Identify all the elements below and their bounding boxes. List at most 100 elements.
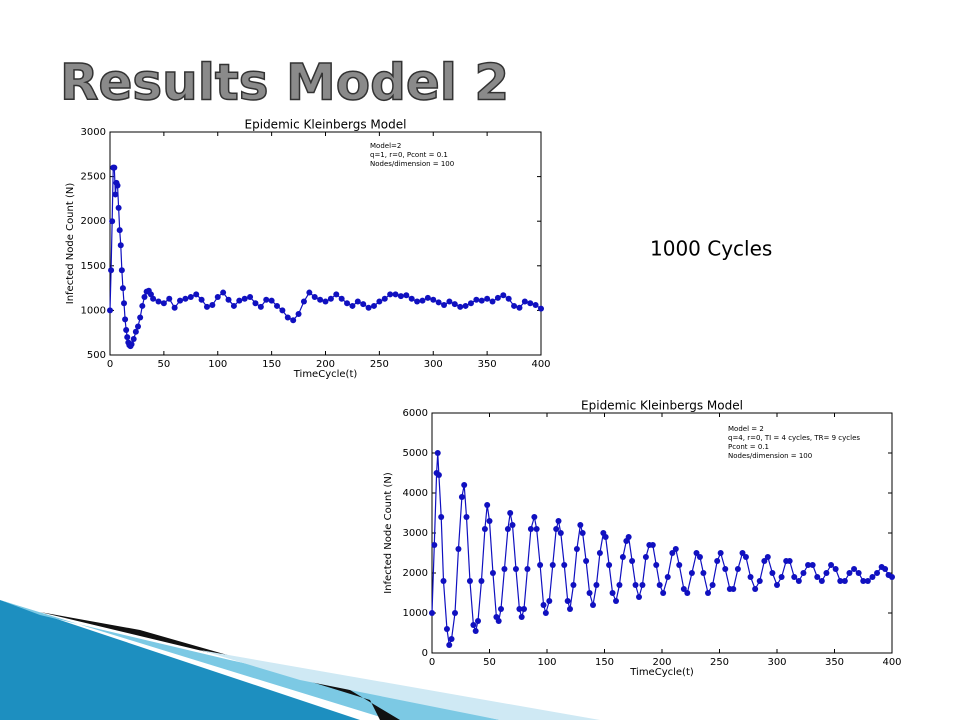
data-point	[463, 514, 470, 520]
data-point	[141, 294, 148, 301]
data-point	[664, 574, 671, 580]
data-point	[814, 574, 821, 580]
data-point	[452, 610, 458, 616]
data-point	[225, 296, 232, 303]
data-point	[512, 566, 519, 572]
data-point	[124, 334, 131, 341]
data-point	[311, 294, 318, 301]
data-point	[537, 562, 544, 568]
data-point	[730, 586, 737, 592]
data-point	[527, 300, 534, 307]
data-point	[435, 299, 442, 306]
data-point	[117, 242, 124, 249]
data-point	[570, 582, 577, 588]
data-point	[473, 296, 480, 303]
annotation: Nodes/dimension = 100	[370, 160, 454, 168]
data-point	[653, 562, 660, 568]
data-point	[532, 302, 539, 309]
chart: 0 50 100 150 200 250 300 350 4000100020003000400…	[378, 398, 904, 678]
data-point	[109, 218, 116, 225]
chart-background	[62, 118, 554, 376]
data-point	[295, 310, 302, 317]
data-point	[478, 578, 485, 584]
data-point	[475, 618, 481, 624]
annotation: Model = 2	[728, 425, 764, 433]
x-tick-label: 150	[262, 359, 281, 370]
data-point	[516, 606, 523, 612]
data-point	[166, 295, 173, 302]
data-point	[705, 590, 711, 596]
data-point	[619, 554, 626, 560]
data-point	[467, 300, 474, 307]
y-tick-label: 500	[87, 350, 106, 361]
y-tick-label: 3000	[81, 127, 106, 138]
y-axis-label: Infected Node Count (N)	[383, 472, 394, 594]
data-point	[889, 574, 895, 580]
data-point	[354, 298, 361, 305]
data-point	[446, 298, 453, 305]
data-point	[484, 502, 491, 508]
data-point	[509, 522, 516, 528]
data-point	[327, 295, 334, 302]
x-axis-label: TimeCycle(t)	[629, 667, 694, 678]
data-point	[498, 606, 504, 612]
data-point	[429, 610, 435, 616]
data-point	[696, 554, 703, 560]
data-point	[147, 291, 154, 298]
data-point	[338, 295, 345, 302]
data-point	[137, 314, 144, 321]
data-point	[322, 298, 329, 305]
data-point	[108, 267, 115, 274]
x-tick-label: 0	[107, 359, 113, 370]
data-point	[531, 514, 538, 520]
data-point	[122, 316, 129, 323]
data-point	[756, 578, 763, 584]
data-point	[461, 482, 468, 488]
data-point	[203, 303, 210, 310]
data-point	[279, 307, 286, 314]
data-point	[387, 291, 394, 298]
data-point	[629, 558, 636, 564]
data-point	[684, 590, 691, 596]
data-point	[462, 302, 469, 309]
x-axis-label: TimeCycle(t)	[293, 369, 358, 380]
data-point	[139, 302, 146, 309]
data-point	[742, 554, 749, 560]
data-point	[193, 291, 200, 298]
data-point	[440, 578, 447, 584]
data-point	[676, 562, 683, 568]
data-point	[841, 578, 848, 584]
data-point	[823, 570, 830, 576]
data-point	[392, 291, 399, 298]
data-point	[457, 303, 464, 310]
data-point	[818, 578, 825, 584]
data-point	[177, 297, 184, 304]
data-point	[507, 510, 514, 516]
data-point	[132, 328, 139, 335]
data-point	[160, 300, 167, 307]
data-point	[795, 578, 802, 584]
x-tick-label: 250	[370, 359, 389, 370]
data-point	[150, 295, 157, 302]
x-tick-label: 250	[710, 657, 729, 668]
data-point	[494, 294, 501, 301]
data-point	[241, 295, 248, 302]
data-point	[187, 294, 194, 301]
data-point	[111, 164, 118, 171]
data-point	[649, 542, 656, 548]
data-point	[333, 291, 340, 298]
data-point	[500, 292, 507, 299]
annotation: Nodes/dimension = 100	[728, 452, 812, 460]
annotation: Pcont = 0.1	[728, 443, 769, 451]
data-point	[832, 566, 839, 572]
data-point	[774, 582, 780, 588]
data-point	[397, 293, 404, 300]
data-point	[546, 598, 553, 604]
data-point	[128, 341, 135, 348]
data-point	[419, 297, 426, 304]
y-tick-label: 0	[422, 648, 428, 659]
x-tick-label: 350	[825, 657, 844, 668]
decor-swoosh	[200, 650, 600, 720]
y-tick-label: 1000	[403, 608, 428, 619]
data-point	[636, 594, 642, 600]
